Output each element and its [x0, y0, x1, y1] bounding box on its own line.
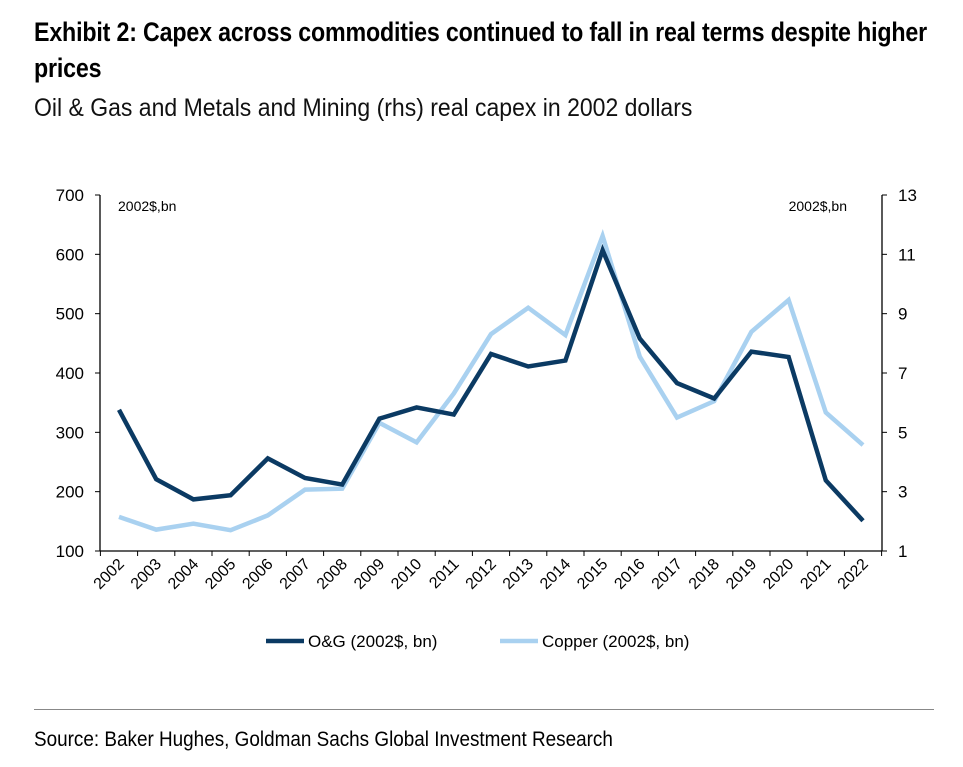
x-tick-label: 2018	[686, 556, 723, 593]
x-tick-label: 2007	[277, 556, 314, 593]
x-tick-label: 2006	[239, 556, 276, 593]
series-line-copper	[118, 228, 865, 533]
right-tick-label: 3	[898, 483, 907, 502]
left-tick-label: 600	[56, 245, 84, 264]
x-tick-label: 2021	[797, 556, 834, 593]
left-axis-unit: 2002$,bn	[118, 198, 176, 214]
x-tick-label: 2002	[91, 556, 128, 593]
x-tick-label: 2016	[611, 556, 648, 593]
left-tick-label: 700	[56, 186, 84, 205]
right-axis-unit: 2002$,bn	[789, 198, 847, 214]
left-tick-label: 100	[56, 542, 84, 561]
x-tick-label: 2017	[649, 556, 686, 593]
x-tick-label: 2020	[760, 556, 797, 593]
x-tick-label: 2004	[165, 556, 202, 593]
x-tick-label: 2003	[128, 556, 165, 593]
series-line-oil-gas	[117, 243, 865, 523]
legend-label: O&G (2002$, bn)	[308, 632, 437, 651]
x-tick-label: 2022	[835, 556, 872, 593]
left-tick-label: 500	[56, 305, 84, 324]
right-tick-label: 13	[898, 186, 917, 205]
left-tick-label: 300	[56, 423, 84, 442]
x-tick-label: 2013	[500, 556, 537, 593]
chart-subtitle: Oil & Gas and Metals and Mining (rhs) re…	[34, 94, 693, 122]
left-tick-label: 200	[56, 483, 84, 502]
x-tick-label: 2008	[314, 556, 351, 593]
x-tick-label: 2012	[463, 556, 500, 593]
x-tick-label: 2011	[426, 556, 462, 592]
x-tick-label: 2014	[537, 556, 574, 593]
left-tick-label: 400	[56, 364, 84, 383]
chart-title: Exhibit 2: Capex across commodities cont…	[34, 17, 927, 83]
right-tick-label: 9	[898, 305, 907, 324]
right-tick-label: 7	[898, 364, 907, 383]
source-divider	[34, 709, 934, 710]
x-tick-label: 2005	[202, 556, 239, 593]
right-tick-label: 1	[898, 542, 907, 561]
right-tick-label: 5	[898, 423, 907, 442]
x-tick-label: 2019	[723, 556, 760, 593]
x-tick-label: 2009	[351, 556, 388, 593]
x-tick-label: 2015	[574, 556, 611, 593]
right-tick-label: 11	[898, 245, 916, 264]
legend-label: Copper (2002$, bn)	[542, 632, 689, 651]
source-note: Source: Baker Hughes, Goldman Sachs Glob…	[34, 728, 613, 751]
x-tick-label: 2010	[388, 556, 425, 593]
